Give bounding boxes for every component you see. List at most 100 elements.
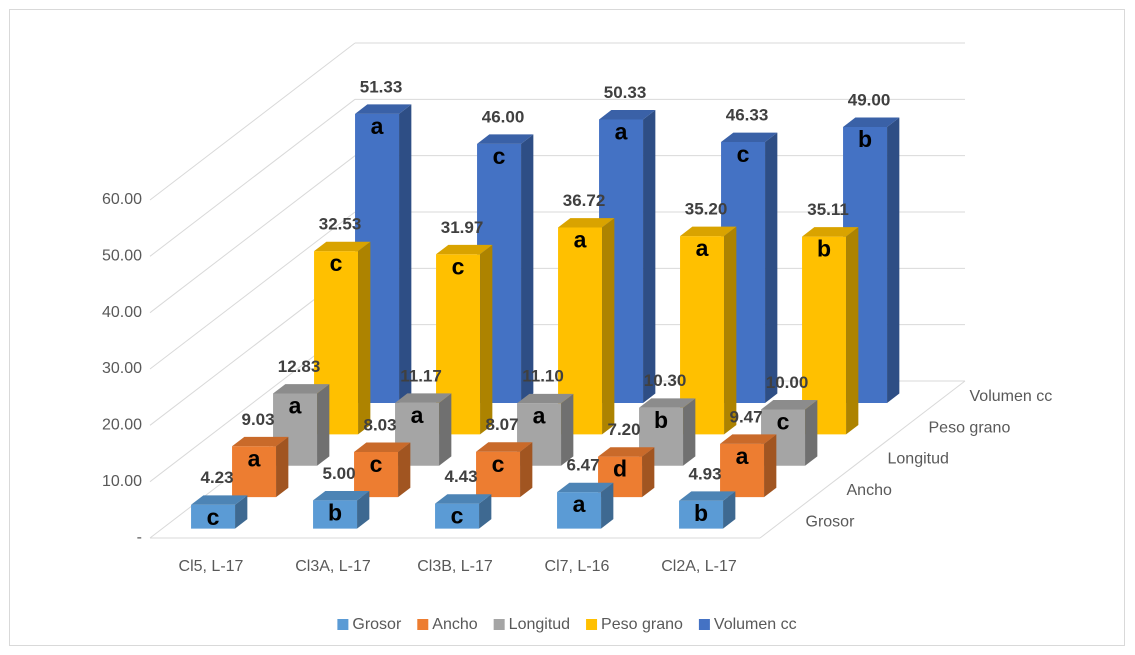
depth-label: Longitud [888,451,949,468]
bar-side [805,400,818,466]
bar-front [191,504,236,529]
legend-item: Longitud [493,616,570,633]
bar-top [314,241,371,252]
bar-side [602,218,615,435]
bar-side [764,434,777,498]
bar-side [439,393,452,466]
bar-side [887,117,900,403]
bar-front [354,451,399,498]
bar-side [723,491,736,529]
bar-front [436,254,481,435]
bar-side [276,436,289,498]
data-label: 46.00 [482,107,525,126]
bar-side [642,447,655,498]
data-label: 10.00 [766,373,809,392]
grid-line [149,42,356,201]
legend-label: Volumen cc [714,616,797,633]
bar-side [521,134,534,403]
bar-top [721,132,778,142]
bar-top [313,490,370,501]
letter-label: a [371,113,384,139]
legend-swatch [698,619,710,630]
bar-top [355,104,412,114]
letter-label: c [452,253,465,279]
bar-front [679,500,724,529]
bar-front [802,236,847,435]
legend-swatch [493,619,505,630]
legend-item: Volumen cc [698,616,797,633]
bar-top [436,244,493,255]
letter-label: c [777,409,790,435]
letter-label: a [574,227,587,253]
grid-line [149,211,356,370]
data-label: 4.43 [445,467,478,486]
bar-side [399,104,412,403]
legend-swatch [417,619,429,630]
data-label: 10.30 [644,371,687,390]
data-label: 11.10 [522,367,564,386]
x-tick-label: Cl3A, L-17 [295,558,371,575]
floor-edge [759,380,966,539]
bar [558,218,615,435]
bar-side [846,227,859,435]
legend-label: Grosor [352,616,402,633]
x-tick-label: Cl7, L-16 [545,558,610,575]
legend-label: Peso grano [601,616,683,633]
letter-label: b [694,500,708,526]
bar-front [232,446,277,498]
legend-item: Peso grano [586,616,683,633]
letter-label: a [573,491,586,517]
y-tick-label: - [137,529,142,546]
y-tick-label: 40.00 [102,304,142,321]
bar-side [479,494,492,529]
data-label: 31.97 [441,218,484,237]
legend-label: Longitud [509,616,570,633]
bar-top [843,117,900,127]
bar [354,442,411,498]
bar-side [520,442,533,498]
letter-label: a [736,443,749,469]
x-tick-label: Cl5, L-17 [179,558,244,575]
bar [557,482,614,529]
bar [679,491,736,529]
letter-label: b [654,407,668,433]
bar [680,226,737,435]
letter-label: a [248,445,261,471]
data-label: 11.17 [400,366,442,385]
letter-label: a [533,402,546,428]
data-label: 6.47 [567,456,600,475]
bar-side [765,132,778,403]
bar [435,494,492,529]
bar-top [476,442,533,452]
data-label: 7.20 [608,420,641,439]
bar-side [561,393,574,466]
bar-side [724,226,737,435]
depth-label: Grosor [806,514,856,531]
data-label: 4.93 [689,464,722,483]
bar-top [680,226,737,237]
letter-label: c [207,504,220,530]
bar-top [232,436,289,447]
bar-front [476,451,521,498]
legend-item: Ancho [417,616,478,633]
bar-top [191,495,248,505]
bar-side [235,495,248,529]
data-label: 12.83 [278,357,321,376]
data-label: 4.23 [201,468,234,487]
bar-side [683,398,696,466]
bar-side [317,384,330,466]
bar-front [720,443,765,498]
letter-label: c [493,143,506,169]
letter-label: c [370,451,383,477]
letter-label: b [328,499,342,525]
bar-front [313,500,358,529]
data-label: 51.33 [360,77,403,96]
bar-front [435,503,480,529]
data-label: 36.72 [563,191,606,210]
bar [313,490,370,529]
bar-top [557,482,614,493]
letter-label: a [411,402,424,428]
bar-top [354,442,411,452]
letter-label: c [737,141,750,167]
